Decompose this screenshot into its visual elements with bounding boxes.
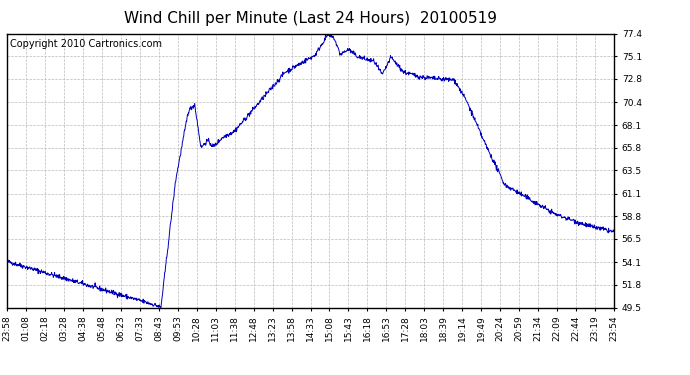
Text: Copyright 2010 Cartronics.com: Copyright 2010 Cartronics.com (10, 39, 162, 49)
Text: Wind Chill per Minute (Last 24 Hours)  20100519: Wind Chill per Minute (Last 24 Hours) 20… (124, 11, 497, 26)
